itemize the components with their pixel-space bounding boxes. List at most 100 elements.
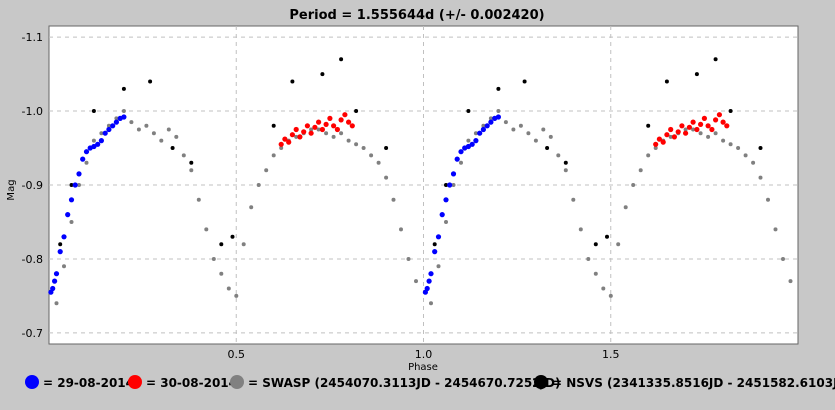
data-point [166,127,171,132]
data-point [668,134,673,139]
data-point [294,134,299,139]
data-point [473,138,479,144]
data-point [339,57,344,62]
data-point [788,279,793,284]
data-point [301,129,307,135]
data-point [653,146,658,150]
data-point [91,138,96,143]
data-point [686,124,693,130]
data-point [466,138,471,143]
data-point [518,123,523,128]
data-point [159,138,164,143]
data-point [106,126,112,133]
data-point [495,114,501,120]
data-point [466,109,471,113]
data-point [758,175,763,180]
data-point [690,119,696,125]
data-point [481,123,486,128]
data-point [728,109,733,113]
data-point [694,126,700,133]
data-point [256,183,261,187]
data-point [653,141,659,147]
data-point [484,123,490,129]
data-point [469,141,475,147]
legend: = 29-08-2014 = 30-08-2014 = SWASP (24540… [25,375,835,390]
data-point [52,278,58,284]
y-tick-label: -0.8 [22,253,43,266]
data-point [436,264,441,269]
data-point [289,132,295,138]
data-point [53,271,60,277]
data-point [338,117,344,123]
legend-label-nsvs: = NSVS (2341335.8516JD - 2451582.6103JD) [552,376,835,390]
data-point [721,138,726,143]
x-tick-label: 0.5 [228,348,246,361]
data-point [136,127,141,132]
data-point [279,146,284,150]
data-point [656,136,663,142]
data-point [459,160,463,165]
data-point [503,120,508,125]
data-point [144,123,149,128]
data-point [605,234,609,239]
data-point [69,220,74,224]
data-point [522,79,527,84]
data-point [511,127,516,132]
data-point [50,285,56,292]
data-point [773,227,778,232]
data-point [578,227,583,232]
y-tick-label: -1.1 [22,31,43,44]
data-point [671,134,678,140]
data-point [488,116,493,121]
data-point [68,197,75,203]
data-point [110,123,116,129]
data-point [563,160,568,165]
data-point [443,197,449,203]
legend-label-29-08-2014: = 29-08-2014 [43,376,134,390]
data-point [282,136,288,142]
data-point [309,127,314,132]
data-point [444,183,448,187]
data-point [601,286,606,291]
data-point [323,121,329,127]
data-point [106,123,111,128]
data-point [406,257,411,261]
data-point [249,205,254,210]
data-point [526,131,531,136]
data-point [766,197,770,202]
data-point [458,149,464,155]
data-point [354,109,359,113]
legend-label-swasp: = SWASP (2454070.3113JD - 2454670.7252JD… [248,376,560,390]
data-point [278,141,284,147]
data-point [432,249,438,255]
data-point [465,143,471,150]
data-point [84,160,89,165]
data-point [694,72,699,77]
data-point [308,130,314,136]
data-point [204,227,209,232]
data-point [428,271,434,277]
data-point [114,116,119,121]
data-point [189,168,194,173]
data-point [454,156,460,162]
data-point [451,183,456,187]
data-point [675,129,681,135]
data-point [781,257,785,261]
data-point [113,119,119,125]
data-point [327,115,333,121]
data-point [319,126,325,133]
data-point [444,220,448,224]
data-point [219,271,224,276]
data-point [346,138,351,143]
data-point [189,160,194,165]
data-point [271,123,276,128]
data-point [286,139,292,145]
data-point [488,119,494,125]
data-point [226,286,231,291]
data-point [429,301,433,306]
data-point [683,130,689,136]
data-point [664,79,669,84]
data-point [432,242,437,247]
data-point [563,168,568,173]
data-point [713,57,718,62]
